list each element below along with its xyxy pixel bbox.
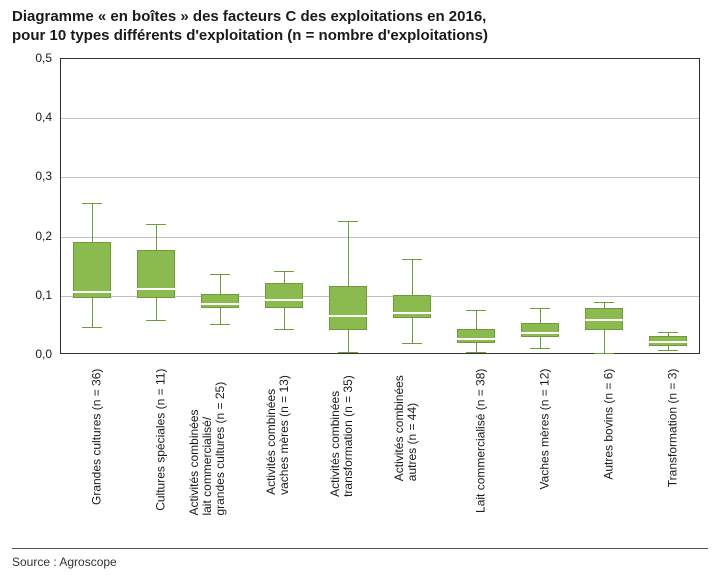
whisker-cap <box>210 274 229 275</box>
whisker-cap <box>530 308 549 309</box>
grid-line <box>61 118 699 119</box>
whisker-cap <box>466 352 485 353</box>
x-category-label: Vaches mères (n = 12) <box>538 369 551 490</box>
whisker-cap <box>402 343 421 344</box>
x-category-label: Autres bovins (n = 6) <box>602 369 615 480</box>
box <box>521 323 559 337</box>
chart-title: Diagramme « en boîtes » des facteurs C d… <box>12 8 708 46</box>
grid-line <box>61 177 699 178</box>
y-tick-label: 0,3 <box>12 169 52 183</box>
box <box>137 250 175 297</box>
box <box>457 329 495 343</box>
title-line-2: pour 10 types différents d'exploitation … <box>12 27 488 44</box>
y-tick-label: 0,4 <box>12 110 52 124</box>
median-line <box>329 315 367 317</box>
x-category-label: Activités combinéestransformation (n = 3… <box>329 375 355 497</box>
y-tick-label: 0,1 <box>12 288 52 302</box>
whisker-cap <box>82 327 101 328</box>
whisker-cap <box>82 203 101 204</box>
whisker-cap <box>658 332 677 333</box>
median-line <box>649 341 687 343</box>
source-label: Source : Agroscope <box>12 555 117 569</box>
whisker-cap <box>466 310 485 311</box>
median-line <box>265 299 303 301</box>
box <box>265 283 303 308</box>
median-line <box>137 288 175 290</box>
whisker-cap <box>530 348 549 349</box>
whisker-cap <box>146 224 165 225</box>
source-separator <box>12 548 708 549</box>
median-line <box>393 312 431 314</box>
whisker-cap <box>338 352 357 353</box>
x-category-label: Activités combinéeslait commercialisé/gr… <box>188 382 228 516</box>
box <box>73 242 111 298</box>
median-line <box>457 338 495 340</box>
median-line <box>585 319 623 321</box>
x-category-label: Activités combinéesautres (n = 44) <box>393 375 419 481</box>
whisker-cap <box>658 350 677 351</box>
y-tick-label: 0,0 <box>12 347 52 361</box>
x-category-label: Cultures spéciales (n = 11) <box>154 369 167 511</box>
median-line <box>201 303 239 305</box>
x-category-label: Transformation (n = 3) <box>666 369 679 488</box>
whisker-cap <box>402 259 421 260</box>
median-line <box>521 332 559 334</box>
whisker-cap <box>146 320 165 321</box>
title-line-1: Diagramme « en boîtes » des facteurs C d… <box>12 8 486 25</box>
y-tick-label: 0,2 <box>12 229 52 243</box>
box <box>201 294 239 308</box>
box <box>393 295 431 319</box>
whisker-cap <box>594 302 613 303</box>
x-category-label: Grandes cultures (n = 36) <box>90 369 103 505</box>
whisker-cap <box>338 221 357 222</box>
whisker-cap <box>274 329 293 330</box>
box <box>329 286 367 330</box>
x-category-label: Lait commercialisé (n = 38) <box>474 369 487 513</box>
median-line <box>73 291 111 293</box>
boxplot-chart: 0,0 0,1 0,2 0,3 0,4 0,5 Grandes cultures (n = … <box>12 52 708 542</box>
whisker-cap <box>594 353 613 354</box>
whisker-cap <box>210 324 229 325</box>
whisker-cap <box>274 271 293 272</box>
y-tick-label: 0,5 <box>12 51 52 65</box>
x-category-label: Activités combinéesvaches mères (n = 13) <box>265 375 291 495</box>
